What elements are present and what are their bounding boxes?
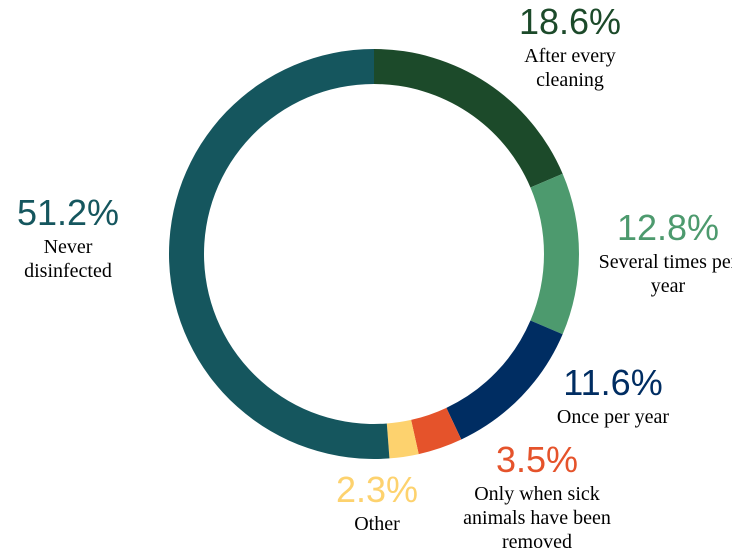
value-label: 51.2% bbox=[16, 192, 120, 233]
category-label: Other bbox=[354, 513, 400, 535]
category-label: Never disinfected bbox=[24, 236, 112, 282]
category-label: After every cleaning bbox=[524, 45, 616, 91]
value-label: 12.8% bbox=[616, 207, 720, 248]
category-label: Only when sick animals have been removed bbox=[463, 483, 611, 553]
donut-segment bbox=[168, 49, 390, 459]
donut-segment bbox=[386, 419, 419, 459]
category-label: Once per year bbox=[556, 406, 670, 428]
value-label: 18.6% bbox=[518, 1, 622, 42]
value-label: 2.3% bbox=[335, 469, 419, 510]
category-label: Several times per year bbox=[598, 251, 732, 297]
donut-segment bbox=[446, 320, 563, 440]
donut-segment bbox=[530, 173, 579, 335]
value-label: 3.5% bbox=[495, 439, 579, 480]
value-label: 11.6% bbox=[563, 362, 663, 403]
donut-segment bbox=[411, 407, 462, 455]
donut-segment bbox=[374, 49, 563, 188]
